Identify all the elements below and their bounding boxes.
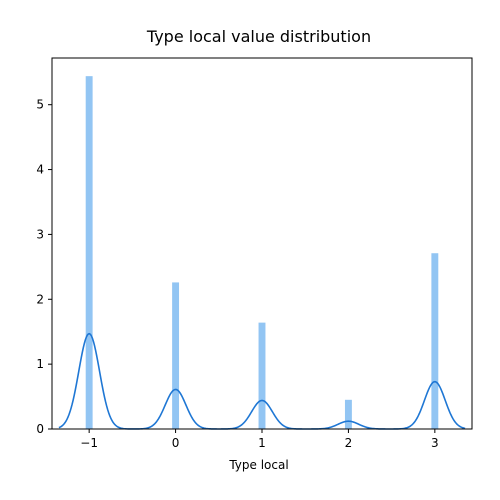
histogram-bar-3 bbox=[344, 399, 352, 429]
histogram-bar-1 bbox=[172, 282, 180, 429]
y-tick-label-5: 5 bbox=[36, 98, 44, 112]
x-tick-label-3: 2 bbox=[345, 436, 353, 450]
y-tick-label-0: 0 bbox=[36, 422, 44, 436]
x-tick-label-2: 1 bbox=[258, 436, 266, 450]
x-tick-label-1: 0 bbox=[172, 436, 180, 450]
histogram-bar-0 bbox=[85, 76, 93, 430]
histogram-bar-2 bbox=[258, 322, 266, 429]
x-tick-label-0: −1 bbox=[80, 436, 98, 450]
histogram-bar-4 bbox=[431, 253, 439, 429]
y-tick-label-4: 4 bbox=[36, 163, 44, 177]
chart-title: Type local value distribution bbox=[146, 27, 371, 46]
y-tick-label-1: 1 bbox=[36, 357, 44, 371]
x-tick-label-4: 3 bbox=[431, 436, 439, 450]
x-axis-label: Type local bbox=[228, 458, 288, 472]
y-tick-label-2: 2 bbox=[36, 292, 44, 306]
y-tick-label-3: 3 bbox=[36, 227, 44, 241]
